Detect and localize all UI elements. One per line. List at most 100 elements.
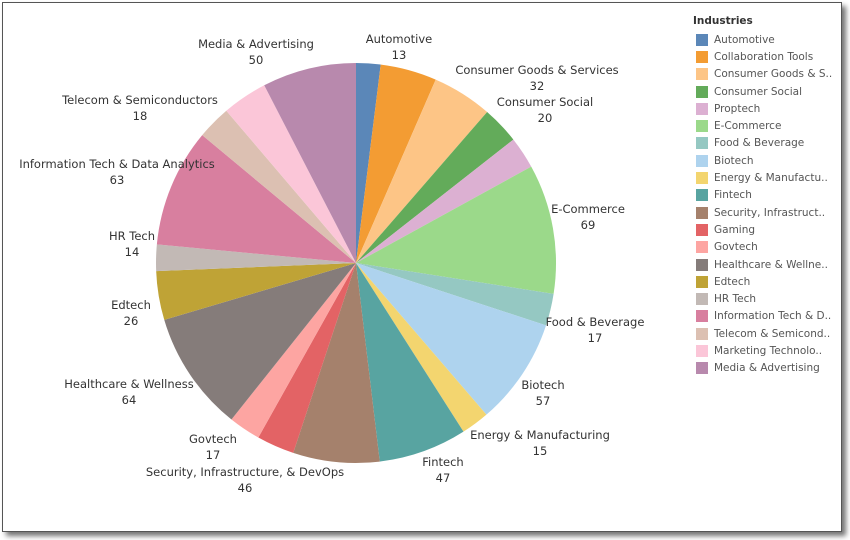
pie-slice-security-infrastructure-devops[interactable] [293,263,380,463]
pie-slice-gaming[interactable] [258,263,356,453]
pie-slice-automotive[interactable] [356,63,381,263]
slice-label: Information Tech & Data Analytics [19,157,215,171]
legend-swatch [696,241,708,254]
pie-slice-biotech[interactable] [356,263,547,415]
legend-item[interactable]: Gaming [693,221,832,238]
legend-item[interactable]: Marketing Technolo.. [693,342,832,359]
legend-swatch [696,362,708,375]
legend-swatch [696,102,708,115]
legend-label: Marketing Technolo.. [714,344,823,357]
legend-item[interactable]: E-Commerce [693,117,832,134]
legend-item[interactable]: Edtech [693,273,832,290]
legend-swatch [696,120,708,133]
slice-label: Consumer Social [497,95,593,109]
legend-label: Food & Beverage [714,137,805,150]
legend-item[interactable]: Security, Infrastruct.. [693,204,832,221]
legend-item[interactable]: Information Tech & D.. [693,308,832,325]
legend-item[interactable]: Energy & Manufactu.. [693,169,832,186]
pie-slice-govtech[interactable] [231,263,356,438]
pie-slice-information-tech-data-analytics[interactable] [156,135,356,263]
slice-label: Automotive [366,32,433,46]
legend-item[interactable]: HR Tech [693,290,832,307]
legend-swatch [696,172,708,185]
slice-label: Edtech [111,298,151,312]
slice-label: Food & Beverage [546,315,645,329]
legend-swatch [696,344,708,357]
slice-value-label: 69 [581,218,596,232]
pie-slice-consumer-social[interactable] [356,111,514,264]
legend-item[interactable]: Telecom & Semicond.. [693,325,832,342]
slice-value-label: 14 [125,245,140,259]
legend-label: Automotive [714,33,775,46]
slice-value-label: 50 [249,53,264,67]
legend-label: Energy & Manufactu.. [714,172,828,185]
legend-item[interactable]: Govtech [693,239,832,256]
legend-item[interactable]: Consumer Social [693,83,832,100]
legend-swatch [696,206,708,219]
legend-label: Information Tech & D.. [714,310,832,323]
legend-label: Biotech [714,154,754,167]
pie-slice-food-beverage[interactable] [356,263,554,326]
legend-swatch [696,50,708,63]
slice-label: Biotech [521,378,564,392]
slice-value-label: 63 [110,173,125,187]
legend-item[interactable]: Fintech [693,187,832,204]
slice-value-label: 20 [538,111,553,125]
slice-value-label: 17 [588,331,603,345]
slice-value-label: 26 [124,314,139,328]
legend-swatch [696,85,708,98]
pie-slice-proptech[interactable] [356,139,532,263]
pie-slice-energy-manufacturing[interactable] [356,263,487,432]
slice-value-label: 47 [436,471,451,485]
slice-label: Healthcare & Wellness [64,377,193,391]
legend-label: Security, Infrastruct.. [714,206,826,219]
pie-slice-e-commerce[interactable] [356,166,556,294]
legend-label: Edtech [714,275,751,288]
pie-slice-consumer-goods-services[interactable] [356,79,488,264]
slice-value-label: 15 [533,444,548,458]
pie-slice-hr-tech[interactable] [156,244,356,272]
legend-label: Govtech [714,241,758,254]
pie-slice-healthcare-wellness[interactable] [164,263,356,420]
legend-item[interactable]: Biotech [693,152,832,169]
legend-item[interactable]: Food & Beverage [693,135,832,152]
legend-item[interactable]: Collaboration Tools [693,48,832,65]
legend-item[interactable]: Consumer Goods & S.. [693,66,832,83]
legend-item[interactable]: Media & Advertising [693,360,832,377]
legend-swatch [696,137,708,150]
slice-label: Fintech [422,455,463,469]
legend-item[interactable]: Healthcare & Wellne.. [693,256,832,273]
legend-label: HR Tech [714,293,757,306]
slice-value-label: 17 [206,448,221,462]
slice-label: Govtech [189,432,237,446]
slice-label: Security, Infrastructure, & DevOps [146,465,344,479]
legend-label: Healthcare & Wellne.. [714,258,828,271]
legend-item[interactable]: Automotive [693,31,832,48]
slice-label: Consumer Goods & Services [455,63,618,77]
legend-swatch [696,275,708,288]
legend-swatch [696,310,708,323]
slice-value-label: 32 [530,79,545,93]
pie-slice-edtech[interactable] [156,263,356,320]
slice-value-label: 64 [122,393,137,407]
pie-slice-marketing-technology[interactable] [226,85,356,263]
pie-slice-telecom-semiconductors[interactable] [202,110,356,263]
legend-swatch [696,223,708,236]
slice-label: Telecom & Semiconductors [61,93,218,107]
slice-value-label: 46 [238,481,253,495]
legend-title: Industries [693,15,753,27]
legend-swatch [696,189,708,202]
legend-label: Collaboration Tools [714,50,814,63]
pie-slice-fintech[interactable] [356,263,464,462]
slice-label: Media & Advertising [198,37,314,51]
legend-label: Media & Advertising [714,362,820,375]
pie-slice-media-advertising[interactable] [264,63,356,263]
legend-label: Telecom & Semicond.. [714,327,831,340]
slice-value-label: 57 [536,394,551,408]
pie-slice-collaboration-tools[interactable] [356,64,436,263]
slice-label: HR Tech [109,229,155,243]
slice-value-label: 18 [133,109,148,123]
legend-label: E-Commerce [714,120,782,133]
slice-value-label: 13 [392,48,407,62]
legend-item[interactable]: Proptech [693,100,832,117]
